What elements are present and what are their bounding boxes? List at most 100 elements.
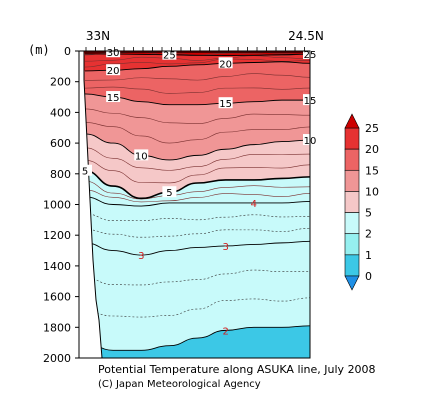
minor-contour <box>84 213 310 222</box>
minor-contour <box>84 122 310 144</box>
minor-contour <box>84 227 310 238</box>
plot-area <box>79 51 310 358</box>
y-tick-label: 1200 <box>43 229 71 242</box>
isotherm-10 <box>84 133 310 161</box>
contour-label-text: 10 <box>135 151 148 162</box>
y-axis-unit-label: (m) <box>28 43 50 57</box>
contour-label-4: 4 <box>251 199 257 210</box>
contour-label-text: 5 <box>166 188 172 199</box>
contour-label-text: 20 <box>219 59 232 70</box>
contour-label-30: 30 <box>106 46 121 59</box>
y-tick-label: 1000 <box>43 199 71 212</box>
colorbar-level-label: 2 <box>365 228 372 241</box>
isotherm-contours <box>84 51 310 351</box>
colorbar-level-label: 10 <box>365 185 379 198</box>
y-tick-label: 200 <box>50 76 71 89</box>
colorbar-segment <box>344 191 360 213</box>
contour-label-2: 2 <box>222 326 228 337</box>
colorbar-segment <box>344 254 360 277</box>
continental-slope <box>79 51 103 358</box>
contour-label-background <box>106 64 121 76</box>
temperature-band <box>79 53 310 71</box>
colorbar-segment <box>344 148 360 171</box>
minor-contour <box>84 147 310 171</box>
contour-label-text: 30 <box>107 48 120 59</box>
contour-label-text: 4 <box>251 199 257 210</box>
contour-label-15: 15 <box>218 97 233 110</box>
isotherm-2 <box>84 325 310 351</box>
temperature-band <box>79 170 310 207</box>
isotherm-4 <box>84 196 310 207</box>
contour-label-15: 15 <box>106 91 121 104</box>
contour-label-5: 5 <box>162 186 177 199</box>
temperature-band <box>79 196 310 256</box>
contour-label-background <box>106 91 121 103</box>
y-tick-label: 400 <box>50 106 71 119</box>
y-tick-label: 800 <box>50 168 71 181</box>
y-tick-label: 1800 <box>43 321 71 334</box>
contour-label-background <box>162 186 177 198</box>
minor-contour <box>84 269 310 286</box>
contour-label-25: 25 <box>162 48 177 62</box>
chart-title: Potential Temperature along ASUKA line, … <box>98 363 376 376</box>
isotherm-5 <box>84 169 310 200</box>
colorbar-segment <box>344 233 360 256</box>
minor-contour <box>84 189 310 203</box>
y-tick-label: 1600 <box>43 291 71 304</box>
contour-label-5: 5 <box>78 164 92 178</box>
minor-contour <box>84 108 310 124</box>
minor-contour <box>84 86 310 94</box>
colorbar-segment <box>344 127 360 150</box>
x-axis-left-label: 33N <box>86 29 110 43</box>
colorbar-segment <box>344 169 360 192</box>
minor-contour <box>84 73 310 81</box>
colorbar-level-label: 15 <box>365 164 379 177</box>
colorbar-level-label: 20 <box>365 143 379 156</box>
contour-label-background <box>218 57 233 69</box>
contour-label-20: 20 <box>218 57 233 70</box>
minor-contour <box>84 58 310 68</box>
contour-label-background <box>162 48 177 60</box>
contour-label-text: 2 <box>222 326 228 337</box>
contour-label-background <box>134 149 149 161</box>
y-tick-label: 600 <box>50 137 71 150</box>
isotherm-20 <box>84 61 310 72</box>
contour-label-background <box>218 97 233 109</box>
contour-label-20: 20 <box>106 64 121 77</box>
y-tick-label: 1400 <box>43 260 71 273</box>
colorbar-bottom-arrow <box>344 275 360 291</box>
isotherm-3 <box>84 240 310 256</box>
contour-label-10: 10 <box>134 149 149 162</box>
y-tick-label: 2000 <box>43 352 71 365</box>
y-axis-ticks: 0 200 400 600 800 1000 1200 1400 1600 1800 2000 <box>43 45 79 365</box>
contour-label-text: 3 <box>222 242 228 253</box>
contour-label-text: 5 <box>82 167 88 178</box>
colorbar-level-label: 5 <box>365 207 372 220</box>
colorbar-level-label: 25 <box>365 122 379 135</box>
credit-text: (C) Japan Meteorological Agency <box>98 379 261 390</box>
contour-label-background <box>106 46 121 58</box>
contour-label-background <box>78 164 92 176</box>
colorbar-segment <box>344 212 360 235</box>
minor-contour <box>84 55 310 62</box>
temperature-band <box>79 93 310 160</box>
contour-label-3: 3 <box>222 242 228 253</box>
colorbar-level-label: 0 <box>365 270 372 283</box>
y-tick-label: 0 <box>64 45 71 58</box>
minor-contour <box>84 297 310 318</box>
contour-label-3: 3 <box>138 251 144 262</box>
temperature-band <box>79 241 310 351</box>
minor-contour <box>84 159 310 184</box>
isotherm-15 <box>84 93 310 106</box>
minor-contour <box>84 180 310 200</box>
contour-label-text: 3 <box>138 251 144 262</box>
temperature-band <box>79 325 310 358</box>
contour-label-text: 20 <box>107 66 120 77</box>
isotherm-25 <box>84 53 310 57</box>
x-axis-right-label: 24.5N <box>288 29 324 43</box>
colorbar-level-label: 1 <box>365 249 372 262</box>
station-ticks <box>85 47 305 51</box>
contour-label-text: 25 <box>163 51 176 62</box>
